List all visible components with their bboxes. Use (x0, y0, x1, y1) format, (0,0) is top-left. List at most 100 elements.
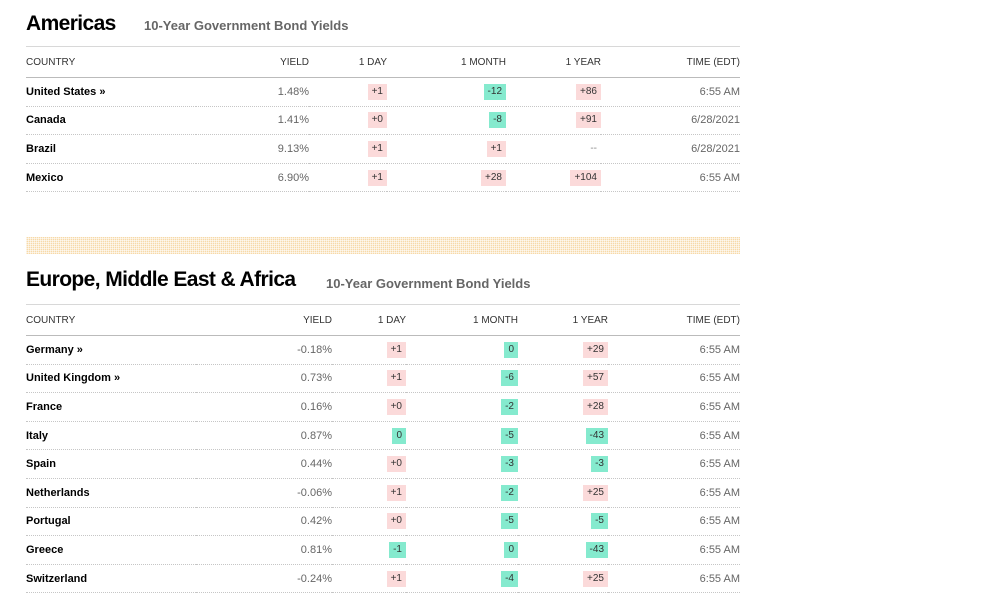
yield-value: 0.81% (196, 535, 332, 565)
table-row: Netherlands -0.06% +1 -2 +25 6:55 AM (26, 478, 740, 508)
yield-value: -0.06% (196, 478, 332, 508)
time-value: 6:55 AM (608, 392, 740, 422)
one-month-cell: -2 (406, 478, 518, 508)
emea-header: Europe, Middle East & Africa 10-Year Gov… (26, 264, 740, 304)
table-row: Germany » -0.18% +1 0 +29 6:55 AM (26, 335, 740, 365)
yield-value: 1.48% (196, 77, 309, 107)
americas-header-row: COUNTRY YIELD 1 DAY 1 MONTH 1 YEAR TIME … (26, 47, 740, 78)
one-month-change-chip: -3 (501, 456, 518, 473)
one-day-cell: -1 (332, 535, 406, 565)
emea-table: COUNTRY YIELD 1 DAY 1 MONTH 1 YEAR TIME … (26, 305, 740, 594)
one-day-change-chip: 0 (392, 427, 406, 444)
one-day-cell: +1 (332, 478, 406, 508)
one-day-cell: +1 (332, 364, 406, 394)
col-time-header[interactable]: TIME (EDT) (601, 47, 740, 78)
one-month-cell: +28 (387, 163, 506, 193)
col-1year-header[interactable]: 1 YEAR (506, 47, 601, 78)
time-value: 6:55 AM (608, 564, 740, 594)
one-day-change-chip: +1 (386, 570, 406, 587)
time-value: 6:55 AM (608, 364, 740, 394)
col-1day-header[interactable]: 1 DAY (309, 47, 387, 78)
one-year-cell: -43 (518, 421, 608, 451)
col-time-header[interactable]: TIME (EDT) (608, 305, 740, 336)
emea-rows: Germany » -0.18% +1 0 +29 6:55 AM United Kingd… (26, 335, 740, 594)
country-name: Portugal (26, 507, 196, 537)
one-day-cell: +0 (309, 106, 387, 136)
americas-header: Americas 10-Year Government Bond Yields (26, 6, 740, 46)
one-day-cell: +1 (332, 335, 406, 365)
time-value: 6:55 AM (608, 335, 740, 365)
one-month-change-chip: -5 (501, 427, 518, 444)
americas-subtitle: 10-Year Government Bond Yields (144, 18, 349, 33)
one-year-cell: -5 (518, 507, 608, 537)
one-month-change-chip: +1 (486, 140, 506, 157)
one-day-change-chip: -1 (389, 541, 406, 558)
col-country-header[interactable]: COUNTRY (26, 305, 196, 336)
one-year-change-chip: +104 (570, 169, 601, 186)
one-year-cell: +25 (518, 478, 608, 508)
col-country-header[interactable]: COUNTRY (26, 47, 196, 78)
one-month-cell: -5 (406, 421, 518, 451)
one-day-cell: +1 (309, 134, 387, 164)
one-year-cell: -3 (518, 449, 608, 479)
country-name: Mexico (26, 163, 196, 193)
one-year-cell: +25 (518, 564, 608, 594)
table-row: Spain 0.44% +0 -3 -3 6:55 AM (26, 449, 740, 479)
one-day-cell: +1 (332, 564, 406, 594)
one-year-cell: -43 (518, 535, 608, 565)
country-name: Canada (26, 106, 196, 136)
one-year-change-chip: +25 (583, 484, 608, 501)
one-day-change-chip: +1 (386, 341, 406, 358)
country-link[interactable]: United States » (26, 77, 196, 107)
one-day-change-chip: +1 (367, 169, 387, 186)
col-yield-header[interactable]: YIELD (196, 305, 332, 336)
one-day-change-chip: +0 (386, 513, 406, 530)
one-day-cell: +1 (309, 163, 387, 193)
time-value: 6:55 AM (608, 535, 740, 565)
americas-rows: United States » 1.48% +1 -12 +86 6:55 AM Canad… (26, 77, 740, 193)
one-year-cell: -- (506, 134, 601, 164)
one-month-change-chip: -6 (501, 370, 518, 387)
table-row: Switzerland -0.24% +1 -4 +25 6:55 AM (26, 564, 740, 594)
one-year-cell: +57 (518, 364, 608, 394)
one-year-cell: +91 (506, 106, 601, 136)
one-year-change-chip: -- (590, 142, 597, 154)
time-value: 6:55 AM (608, 421, 740, 451)
country-name: Netherlands (26, 478, 196, 508)
table-row: United Kingdom » 0.73% +1 -6 +57 6:55 AM (26, 364, 740, 394)
emea-title: Europe, Middle East & Africa (26, 268, 296, 291)
col-1year-header[interactable]: 1 YEAR (518, 305, 608, 336)
one-day-change-chip: +1 (367, 140, 387, 157)
country-link[interactable]: United Kingdom » (26, 364, 196, 394)
time-value: 6/28/2021 (601, 106, 740, 136)
one-month-cell: -5 (406, 507, 518, 537)
one-year-change-chip: -43 (585, 427, 608, 444)
one-month-cell: -6 (406, 364, 518, 394)
emea-section: Europe, Middle East & Africa 10-Year Gov… (26, 264, 740, 594)
time-value: 6:55 AM (608, 507, 740, 537)
yield-value: 0.73% (196, 364, 332, 394)
col-yield-header[interactable]: YIELD (196, 47, 309, 78)
one-year-change-chip: -3 (591, 456, 608, 473)
yield-value: -0.24% (196, 564, 332, 594)
one-day-change-chip: +1 (386, 484, 406, 501)
one-year-change-chip: +57 (583, 370, 608, 387)
one-month-cell: -4 (406, 564, 518, 594)
col-1month-header[interactable]: 1 MONTH (406, 305, 518, 336)
one-month-change-chip: -5 (501, 513, 518, 530)
yield-value: 0.42% (196, 507, 332, 537)
one-year-change-chip: +91 (576, 112, 601, 129)
one-day-change-chip: +0 (367, 112, 387, 129)
emea-header-row: COUNTRY YIELD 1 DAY 1 MONTH 1 YEAR TIME … (26, 305, 740, 336)
col-1month-header[interactable]: 1 MONTH (387, 47, 506, 78)
country-name: Greece (26, 535, 196, 565)
yield-value: -0.18% (196, 335, 332, 365)
col-1day-header[interactable]: 1 DAY (332, 305, 406, 336)
yield-value: 0.44% (196, 449, 332, 479)
one-month-change-chip: -2 (501, 398, 518, 415)
yield-value: 0.87% (196, 421, 332, 451)
country-link[interactable]: Germany » (26, 335, 196, 365)
table-row: United States » 1.48% +1 -12 +86 6:55 AM (26, 77, 740, 107)
one-month-cell: +1 (387, 134, 506, 164)
table-row: Canada 1.41% +0 -8 +91 6/28/2021 (26, 106, 740, 136)
